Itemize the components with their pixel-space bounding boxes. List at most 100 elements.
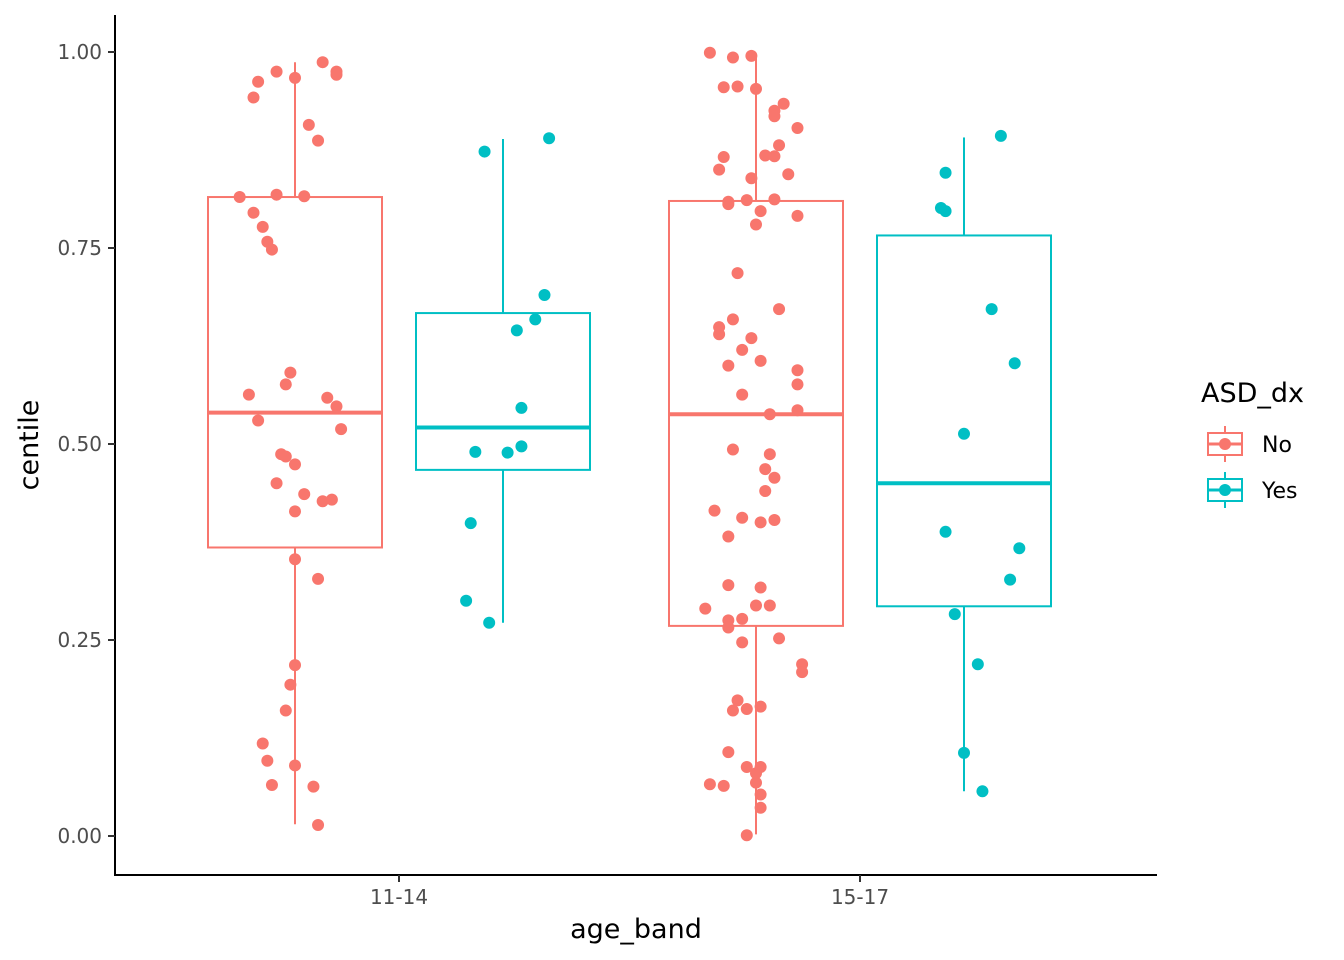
data-point-yes [483, 616, 496, 629]
data-point-no [717, 81, 730, 94]
data-point-no [708, 504, 721, 517]
data-point-no [335, 423, 348, 436]
data-point-no [330, 400, 343, 413]
data-point-yes [538, 289, 551, 302]
data-point-no [284, 366, 297, 379]
data-point-no [754, 354, 767, 367]
data-point-no [726, 443, 739, 456]
data-point-no [782, 168, 795, 181]
data-point-no [703, 46, 716, 59]
data-point-no [279, 450, 292, 463]
axes: 0.00 0.25 0.50 0.75 1.00 11-14 15-17 age_band… [14, 15, 1157, 945]
iqr-box [207, 196, 383, 549]
legend-key-no [1207, 426, 1243, 462]
x-tick-label: 11-14 [370, 885, 428, 909]
data-point-no [736, 636, 749, 649]
data-point-no [298, 190, 311, 203]
x-axis-title: age_band [570, 914, 702, 945]
data-point-no [740, 194, 753, 207]
data-point-no [316, 495, 329, 508]
data-point-no [768, 110, 781, 123]
data-point-yes [939, 166, 952, 179]
data-point-yes [515, 440, 528, 453]
data-point-no [722, 746, 735, 759]
data-point-yes [469, 445, 482, 458]
data-point-no [745, 332, 758, 345]
data-point-no [745, 49, 758, 62]
data-point-no [261, 754, 274, 767]
data-point-no [722, 359, 735, 372]
data-point-yes [460, 594, 473, 607]
data-point-no [270, 188, 283, 201]
iqr-box [876, 234, 1052, 608]
data-point-no [713, 321, 726, 334]
data-point-yes [948, 608, 961, 621]
data-point-no [279, 704, 292, 717]
data-point-yes [976, 785, 989, 798]
data-point-yes [1013, 542, 1026, 555]
data-point-no [768, 514, 781, 527]
legend-title: ASD_dx [1201, 378, 1304, 409]
data-point-no [289, 71, 301, 84]
data-point-no [731, 694, 744, 707]
data-point-no [796, 666, 809, 679]
data-point-no [736, 388, 749, 401]
data-point-no [699, 602, 712, 615]
data-point-yes [939, 525, 952, 538]
data-point-no [289, 659, 301, 672]
data-point-no [722, 530, 735, 543]
box-11-14-no [207, 62, 383, 825]
iqr-box [415, 312, 591, 471]
data-point-yes [501, 446, 514, 459]
data-point-no [247, 91, 260, 104]
data-point-yes [478, 145, 491, 158]
data-point-no [791, 122, 804, 135]
legend: ASD_dx No Yes [1201, 378, 1304, 508]
data-point-no [256, 220, 269, 233]
data-point-no [321, 391, 334, 404]
data-point-yes [971, 658, 984, 671]
data-point-no [773, 632, 786, 645]
box-11-14-yes [415, 139, 591, 623]
data-point-no [745, 172, 758, 185]
data-point-no [759, 485, 772, 498]
data-point-no [759, 463, 772, 476]
y-tick-label: 0.25 [57, 628, 102, 652]
data-point-no [312, 572, 325, 585]
data-point-no [713, 163, 726, 176]
data-point-no [754, 788, 767, 801]
data-point-no [265, 779, 278, 792]
data-point-no [740, 702, 753, 715]
data-point-no [330, 68, 343, 81]
y-tick-label: 1.00 [57, 40, 102, 64]
data-point-no [289, 759, 301, 772]
legend-label-yes: Yes [1261, 479, 1298, 504]
data-point-yes [464, 517, 477, 530]
data-point-no [731, 267, 744, 280]
data-point-no [298, 488, 311, 501]
data-point-yes [985, 303, 998, 316]
data-point-no [233, 191, 246, 204]
data-point-yes [1008, 357, 1021, 370]
data-point-no [312, 819, 325, 832]
y-tick-label: 0.50 [57, 432, 102, 456]
data-point-no [316, 56, 329, 69]
data-point-no [289, 505, 301, 518]
data-point-no [736, 343, 749, 356]
data-point-yes [958, 427, 970, 440]
data-point-no [302, 118, 315, 131]
data-point-no [768, 150, 781, 163]
data-point-no [754, 801, 767, 814]
box-15-17-yes [876, 137, 1052, 792]
data-point-no [703, 778, 716, 791]
data-point-yes [515, 401, 528, 414]
data-point-no [731, 80, 744, 93]
data-point-no [252, 414, 265, 427]
data-point-no [284, 678, 297, 691]
data-point-no [726, 51, 739, 64]
data-point-no [773, 303, 786, 316]
points-layer [233, 46, 1026, 842]
data-point-no [722, 198, 735, 211]
data-point-yes [958, 746, 970, 759]
